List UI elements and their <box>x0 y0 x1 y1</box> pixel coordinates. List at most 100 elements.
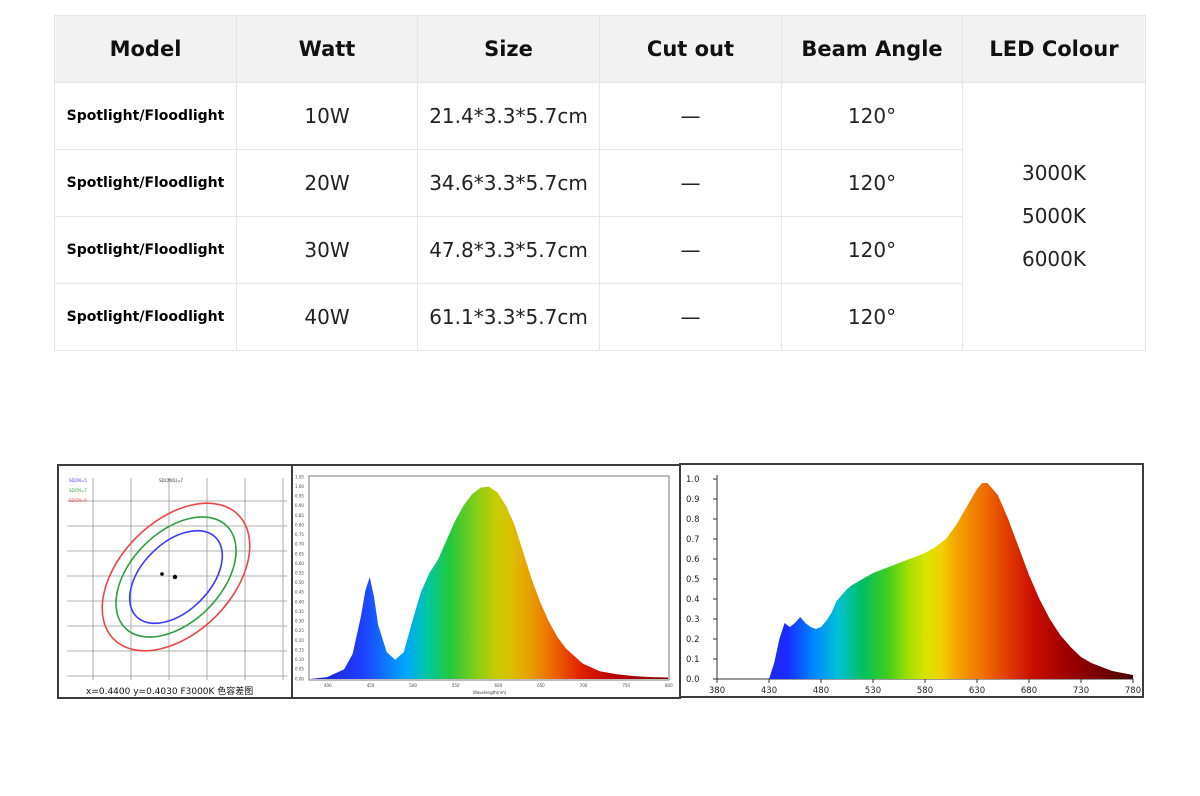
ellipse-chart-caption: x=0.4400 y=0.4030 F3000K 色容差图 <box>86 685 253 697</box>
spectrum-chart-a: 0.00 0.05 0.10 0.15 0.20 0.25 0.30 0.35 0.40 0.45… <box>291 464 681 699</box>
cell-size: 34.6*3.3*5.7cm <box>417 149 600 217</box>
y-tick-label: 0.3 <box>686 615 700 625</box>
x-tick-label: 680 <box>1021 686 1037 696</box>
ellipse-legend: SDCM=5 SDCM=7 SDCM=9 <box>69 478 87 503</box>
header-beam-angle: Beam Angle <box>781 15 963 83</box>
cell-size: 47.8*3.3*5.7cm <box>417 216 600 284</box>
x-axis-label: Wavelength(nm) <box>473 690 507 695</box>
x-axis-ticks: 380 430 480 530 580 630 680 730 780 <box>709 679 1141 696</box>
y-tick-label: 0.55 <box>295 571 304 576</box>
ellipse-chart-svg: SDCM(D)=7 SDCM=5 SDCM=7 SDCM=9 x=0.4400 … <box>67 478 287 697</box>
cell-model: Spotlight/Floodlight <box>54 216 237 284</box>
y-tick-label: 0.8 <box>686 515 700 525</box>
y-tick-label: 0.5 <box>686 575 700 585</box>
table-row: Spotlight/Floodlight 10W 21.4*3.3*5.7cm … <box>54 82 1146 351</box>
ellipse-grid <box>67 478 287 680</box>
y-tick-label: 0.90 <box>295 503 304 508</box>
cell-cutout: — <box>599 82 782 150</box>
y-tick-label: 0.75 <box>295 532 304 537</box>
cell-led-colour: 3000K 5000K 6000K <box>962 82 1146 351</box>
header-model: Model <box>54 15 237 83</box>
ellipse-chart-title: SDCM(D)=7 <box>159 478 183 483</box>
header-watt: Watt <box>236 15 418 83</box>
y-tick-label: 1.00 <box>295 484 304 489</box>
y-axis-ticks: 0.00 0.05 0.10 0.15 0.20 0.25 0.30 0.35 0.40 0.45… <box>295 474 304 681</box>
ellipse-sdcm-9 <box>101 502 251 652</box>
cell-beam-angle: 120° <box>781 82 963 150</box>
y-tick-label: 0.10 <box>295 657 304 662</box>
y-tick-label: 0.6 <box>686 555 700 565</box>
y-axis-ticks: 0.0 0.1 0.2 0.3 0.4 0.5 0.6 0.7 0.8 0.9 1.0 <box>686 475 717 685</box>
y-tick-label: 0.25 <box>295 628 304 633</box>
cell-watt: 30W <box>236 216 418 284</box>
legend-entry: SDCM=7 <box>69 488 87 493</box>
cell-beam-angle: 120° <box>781 283 963 351</box>
cell-model: Spotlight/Floodlight <box>54 283 237 351</box>
header-led-colour: LED Colour <box>962 15 1146 83</box>
target-point <box>160 572 164 576</box>
y-tick-label: 1.0 <box>686 475 700 485</box>
x-tick-label: 430 <box>761 686 777 696</box>
y-tick-label: 0.45 <box>295 590 304 595</box>
legend-entry: SDCM=9 <box>69 498 87 503</box>
y-tick-label: 0.00 <box>295 676 304 681</box>
y-tick-label: 0.50 <box>295 580 304 585</box>
cell-watt: 20W <box>236 149 418 217</box>
header-size: Size <box>417 15 600 83</box>
y-tick-label: 1.05 <box>295 474 304 479</box>
x-tick-label: 550 <box>452 683 460 688</box>
cell-cutout: — <box>599 149 782 217</box>
y-tick-label: 0.20 <box>295 638 304 643</box>
legend-entry: SDCM=5 <box>69 478 87 483</box>
y-tick-label: 0.4 <box>686 595 700 605</box>
spec-table: Model Watt Size Cut out Beam Angle LED C… <box>54 15 1146 351</box>
ellipse-sdcm-5 <box>128 529 224 625</box>
y-tick-label: 0.95 <box>295 494 304 499</box>
spectrum-area <box>769 483 1133 679</box>
cell-beam-angle: 120° <box>781 149 963 217</box>
x-tick-label: 580 <box>917 686 933 696</box>
y-tick-label: 0.35 <box>295 609 304 614</box>
cell-size: 21.4*3.3*5.7cm <box>417 82 600 150</box>
y-tick-label: 0.0 <box>686 675 700 685</box>
table-row: Spotlight/Floodlight 40W 61.1*3.3*5.7cm … <box>54 283 1146 351</box>
header-cutout: Cut out <box>599 15 782 83</box>
spectrum-chart-a-svg: 0.00 0.05 0.10 0.15 0.20 0.25 0.30 0.35 0.40 0.45… <box>295 474 673 695</box>
x-tick-label: 500 <box>409 683 417 688</box>
cell-cutout: — <box>599 283 782 351</box>
led-colour-value: 3000K <box>1021 161 1086 185</box>
x-tick-label: 480 <box>813 686 829 696</box>
y-tick-label: 0.80 <box>295 522 304 527</box>
measured-point <box>172 574 178 580</box>
y-tick-label: 0.15 <box>295 647 304 652</box>
y-tick-label: 0.7 <box>686 535 700 545</box>
cell-watt: 40W <box>236 283 418 351</box>
y-tick-label: 0.30 <box>295 619 304 624</box>
cell-watt: 10W <box>236 82 418 150</box>
table-header-row: Model Watt Size Cut out Beam Angle LED C… <box>54 15 1146 83</box>
spectrum-chart-b: 0.0 0.1 0.2 0.3 0.4 0.5 0.6 0.7 0.8 0.9 1.0 380 430… <box>679 463 1144 698</box>
x-tick-label: 400 <box>324 683 332 688</box>
x-tick-label: 800 <box>665 683 673 688</box>
cell-beam-angle: 120° <box>781 216 963 284</box>
led-colour-value: 5000K <box>1021 204 1086 228</box>
y-tick-label: 0.85 <box>295 513 304 518</box>
cell-model: Spotlight/Floodlight <box>54 82 237 150</box>
x-tick-label: 700 <box>580 683 588 688</box>
y-tick-label: 0.40 <box>295 599 304 604</box>
spectrum-chart-b-svg: 0.0 0.1 0.2 0.3 0.4 0.5 0.6 0.7 0.8 0.9 1.0 380 430… <box>686 475 1141 696</box>
x-tick-label: 530 <box>865 686 881 696</box>
y-tick-label: 0.70 <box>295 542 304 547</box>
cell-model: Spotlight/Floodlight <box>54 149 237 217</box>
x-tick-label: 730 <box>1073 686 1089 696</box>
x-tick-label: 650 <box>537 683 545 688</box>
table-row: Spotlight/Floodlight 20W 34.6*3.3*5.7cm … <box>54 149 1146 217</box>
y-tick-label: 0.60 <box>295 561 304 566</box>
cell-cutout: — <box>599 216 782 284</box>
x-tick-label: 780 <box>1125 686 1141 696</box>
x-tick-label: 750 <box>622 683 630 688</box>
x-tick-label: 630 <box>969 686 985 696</box>
y-tick-label: 0.1 <box>686 655 700 665</box>
spectrum-area <box>310 486 668 679</box>
cell-size: 61.1*3.3*5.7cm <box>417 283 600 351</box>
